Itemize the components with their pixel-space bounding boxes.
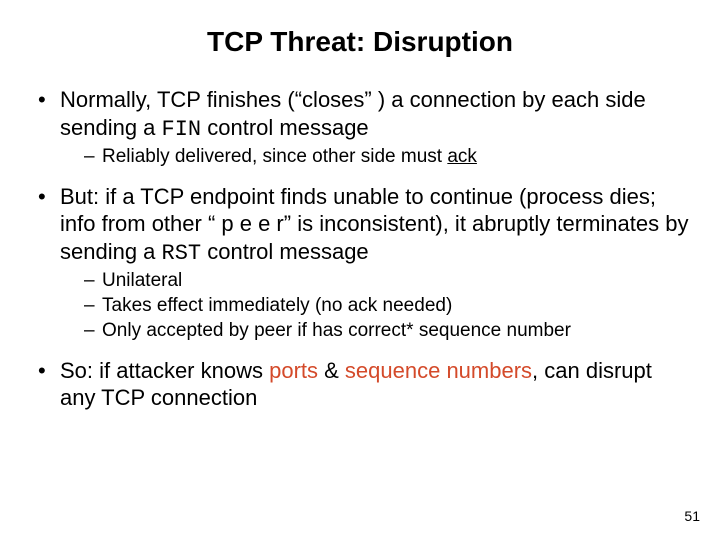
code-fin: FIN [162, 117, 202, 142]
underline-ack: ack [447, 146, 477, 167]
sub-item: Reliably delivered, since other side mus… [84, 145, 690, 169]
sub-item: Takes effect immediately (no ack needed) [84, 294, 690, 318]
bullet-1: Normally, TCP finishes (“closes” ) a con… [30, 86, 690, 169]
highlight-ports: ports [269, 358, 318, 383]
page-number: 51 [684, 508, 700, 524]
bullet-2: But: if a TCP endpoint finds unable to c… [30, 183, 690, 343]
highlight-seq: sequence numbers [345, 358, 532, 383]
text: Reliably delivered, since other side mus… [102, 146, 447, 167]
text: control message [201, 115, 369, 140]
bullet-3: So: if attacker knows ports & sequence n… [30, 357, 690, 412]
slide-title: TCP Threat: Disruption [30, 26, 690, 58]
sub-item: Unilateral [84, 269, 690, 293]
sub-item: Only accepted by peer if has correct* se… [84, 319, 690, 343]
bullet-list: Normally, TCP finishes (“closes” ) a con… [30, 86, 690, 412]
sub-list-2: Unilateral Takes effect immediately (no … [60, 269, 690, 342]
text: So: if attacker knows [60, 358, 269, 383]
text: But: if a TCP endpoint finds unable to c… [60, 184, 688, 264]
sub-list-1: Reliably delivered, since other side mus… [60, 145, 690, 169]
text: control message [201, 239, 369, 264]
text: & [318, 358, 345, 383]
code-rst: RST [162, 241, 202, 266]
